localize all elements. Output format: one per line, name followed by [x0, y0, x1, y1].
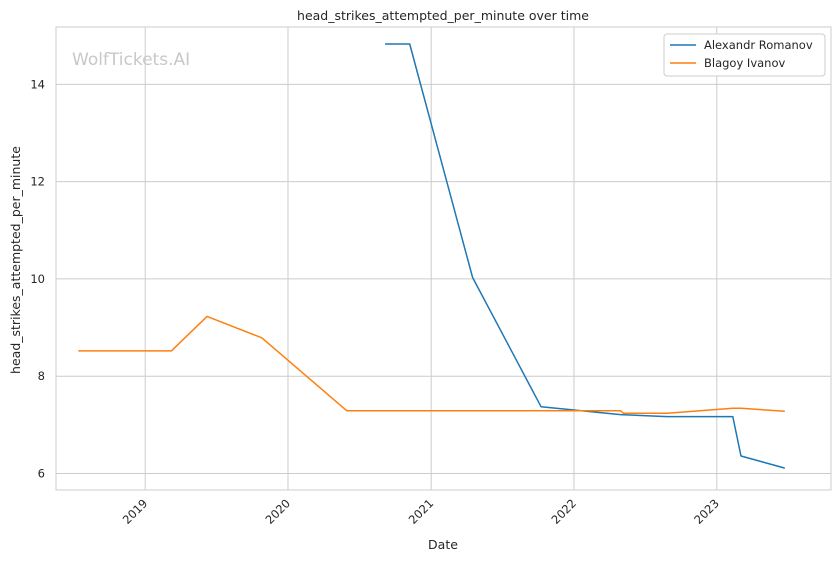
series-line-0: [385, 43, 785, 469]
y-axis-label: head_strikes_attempted_per_minute: [8, 146, 23, 374]
y-tick-label: 12: [30, 175, 45, 189]
plot-area: [55, 26, 832, 491]
y-tick-label: 6: [38, 466, 45, 480]
y-tick-label: 14: [30, 77, 45, 91]
legend-box: [663, 33, 826, 77]
series-line-1: [78, 315, 785, 414]
legend-label: Blagoy Ivanov: [704, 56, 785, 70]
y-tick-label: 10: [30, 272, 45, 286]
y-tick-label: 8: [38, 369, 45, 383]
series-lines: [78, 43, 785, 469]
chart-title: head_strikes_attempted_per_minute over t…: [297, 8, 589, 23]
legend-label: Alexandr Romanov: [704, 38, 813, 52]
x-axis-label: Date: [428, 537, 458, 552]
legend: Alexandr Romanov Blagoy Ivanov: [663, 33, 826, 77]
watermark: WolfTickets.AI: [72, 50, 190, 70]
y-axis-ticks: 6 8 10 12 14: [30, 77, 45, 480]
gridlines: [56, 27, 831, 490]
